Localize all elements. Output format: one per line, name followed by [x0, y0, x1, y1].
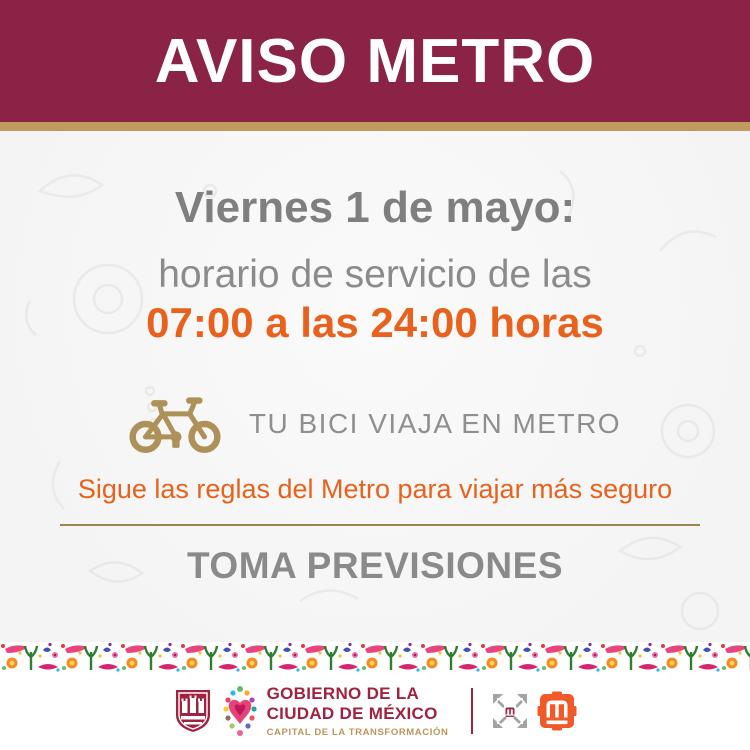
axolotl-heart-logo	[222, 686, 257, 736]
metro-logo	[537, 691, 577, 731]
banner: AVISO METRO	[0, 0, 750, 122]
government-tagline: CAPITAL DE LA TRANSFORMACIÓN	[266, 726, 449, 738]
notice-body: Viernes 1 de mayo: horario de servicio d…	[0, 131, 750, 642]
warning-text: TOMA PREVISIONES	[186, 545, 563, 586]
government-wordmark: GOBIERNO DE LA CIUDAD DE MÉXICO CAPITAL …	[267, 684, 449, 737]
cdmx-shield-logo	[175, 690, 210, 732]
schedule-text: horario de servicio de las	[158, 253, 592, 296]
government-line2: CIUDAD DE MÉXICO	[266, 704, 438, 723]
date-title: Viernes 1 de mayo:	[174, 183, 576, 232]
divider-rule	[60, 524, 700, 526]
bike-caption: TU BICI VIAJA EN METRO	[248, 408, 622, 439]
bike-row: TU BICI VIAJA EN METRO	[0, 389, 750, 459]
mi-movilidad-logo	[493, 694, 528, 728]
bicycle-icon	[129, 397, 221, 453]
gold-stripe	[0, 122, 750, 131]
government-line1: GOBIERNO DE LA	[266, 684, 420, 704]
banner-title: AVISO METRO	[154, 26, 596, 96]
service-hours-text: 07:00 a las 24:00 horas	[146, 299, 604, 346]
footer: GOBIERNO DE LA CIUDAD DE MÉXICO CAPITAL …	[0, 672, 750, 750]
safety-rules-text: Sigue las reglas del Metro para viajar m…	[77, 474, 673, 504]
footer-divider	[471, 688, 474, 734]
folk-art-border	[0, 642, 750, 672]
